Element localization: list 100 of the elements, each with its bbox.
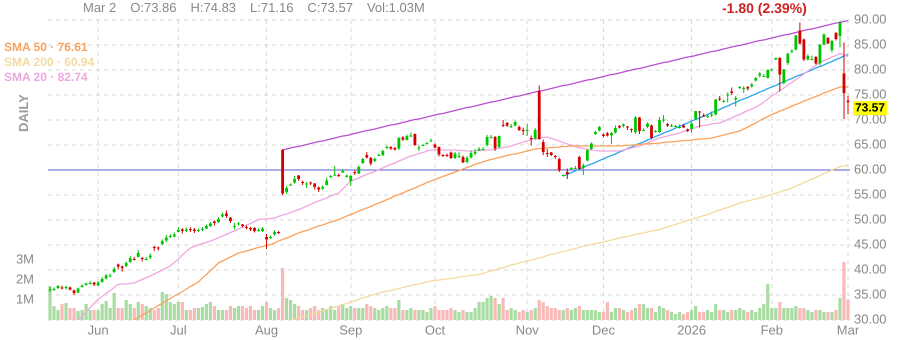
bar [128,304,132,320]
bar [742,310,746,320]
candlestick [414,133,416,146]
bar [494,298,497,320]
bar [481,302,485,320]
bar [280,268,284,320]
bar [530,310,533,320]
candlestick [818,44,822,66]
text: C:73.57 [307,0,353,15]
bar [357,308,360,320]
bar [465,312,469,320]
y2-tick-label: 2M [16,272,34,287]
bar [570,310,573,320]
bar [232,308,236,320]
bar [590,310,593,320]
bar [734,310,738,320]
bar [453,310,457,320]
text: O:73.86 [130,0,176,15]
bar [658,306,662,320]
bar [393,308,396,320]
candlestick [650,124,653,140]
bar [377,310,380,320]
bar [766,284,770,320]
bar [248,306,252,320]
bar [566,308,569,320]
bar [48,286,52,320]
bar [838,298,842,320]
bar [622,310,626,320]
bar [706,310,710,320]
bar [120,308,124,320]
bar [345,308,348,320]
bar [666,310,670,320]
bar [786,308,790,320]
bar [349,306,352,320]
bar [104,301,108,320]
bar [834,310,838,320]
bar [586,310,589,320]
bar [353,308,356,320]
x-tick-label: Oct [424,322,446,338]
bar [746,312,750,320]
bar [437,310,441,320]
bar [469,312,473,320]
y-tick-label: 85.00 [854,36,887,52]
bar [702,312,706,320]
bar [240,306,244,320]
bar [518,312,521,320]
bar [192,308,196,320]
bar [256,310,260,320]
candlestick [658,116,661,134]
bar [550,308,553,320]
bar [686,312,690,320]
candlestick [634,116,637,134]
x-tick-label: Nov [516,322,540,338]
bar [268,308,272,320]
bar [798,308,802,320]
bar [782,308,786,320]
bar [662,308,666,320]
bar [433,306,437,320]
bar [216,310,220,320]
bar [758,308,762,320]
bar [180,302,184,320]
bar [794,306,798,320]
bar [264,302,268,320]
bar [534,308,537,320]
bar [642,304,646,320]
text: DAILY [16,94,31,132]
bar [369,306,372,320]
candlestick [566,168,569,180]
bar [429,308,433,320]
candlestick [333,166,336,176]
candlestick [526,123,529,136]
bar [381,308,384,320]
bar [678,312,682,320]
bar [417,310,421,320]
bar [220,310,224,320]
candlestick [530,135,533,146]
bar [826,312,830,320]
bar [754,312,758,320]
candlestick [498,135,501,148]
bar [461,310,465,320]
bar [409,308,413,320]
bar [68,308,72,320]
bar [236,306,240,320]
bar [244,308,248,320]
candlestick [582,163,585,176]
bar [546,306,549,320]
bar [385,306,388,320]
bar [542,302,545,320]
bar [638,304,642,320]
bar [156,308,160,320]
bar [538,300,541,320]
bar [341,304,344,320]
text: L:71.16 [250,0,294,15]
bar [598,312,601,320]
bar [630,310,634,320]
bar [698,312,702,320]
text: H:74.83 [190,0,236,15]
bar [92,310,96,320]
bar [562,310,565,320]
bar [184,310,188,320]
